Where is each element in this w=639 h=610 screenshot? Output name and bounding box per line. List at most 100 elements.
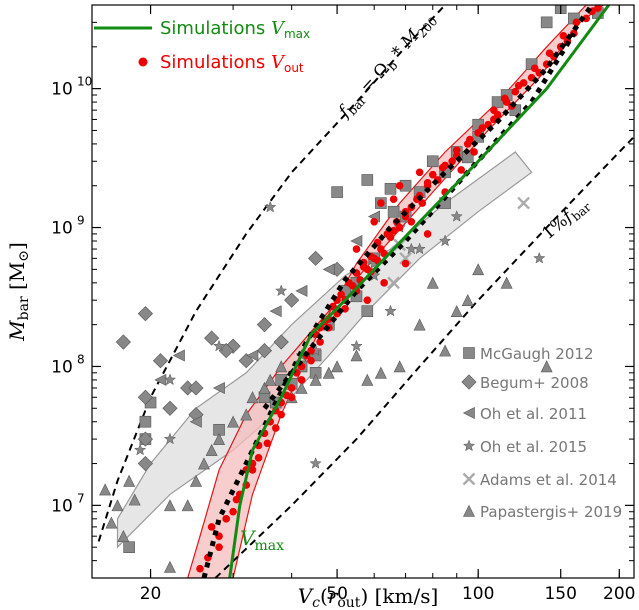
begum-2008-point — [115, 334, 131, 350]
simulations-v-out-point — [401, 259, 410, 268]
simulations-v-out-point — [287, 384, 296, 392]
simulations-v-out-point — [407, 217, 416, 226]
y-tick-label: 10 — [51, 496, 73, 516]
oh-et-al-2011-point — [189, 415, 202, 428]
oh-et-al-2015-point — [533, 251, 546, 264]
simulations-v-out-point — [511, 87, 520, 96]
papastergis-2019-point — [258, 381, 271, 394]
mcgaugh-2012-point — [384, 183, 397, 195]
papastergis-2019-point — [246, 391, 259, 404]
oh-et-al-2015-legend-label: Oh et al. 2015 — [480, 438, 587, 456]
simulations-v-max-legend-label: Simulations Vmax — [160, 18, 310, 41]
oh-et-al-2011-legend-marker — [462, 407, 475, 419]
simulations-v-out-point — [307, 356, 315, 365]
papastergis-2019-legend-marker — [463, 504, 475, 517]
begum-2008-point — [137, 389, 153, 405]
papastergis-2019-point — [275, 360, 288, 373]
simulations-v-out-point — [337, 290, 345, 299]
simulations-v-out-point — [297, 376, 306, 384]
oh-et-al-2011-point — [212, 381, 225, 394]
simulations-v-out-point — [389, 195, 398, 203]
simulations-v-out-point — [438, 163, 447, 172]
papastergis-2019-point — [181, 499, 194, 512]
simulations-v-out-point — [501, 94, 509, 103]
begum-2008-point — [137, 455, 153, 472]
adams-et-al-2014-point — [399, 252, 412, 265]
begum-2008-point — [284, 292, 300, 308]
papastergis-2019-point — [189, 474, 202, 487]
simulations-v-out-point — [196, 564, 204, 573]
simulations-v-out-point — [377, 199, 385, 207]
simulations-v-out-point — [415, 168, 424, 177]
mcgaugh-2012-point — [123, 541, 135, 553]
papastergis-2019-point — [331, 360, 344, 373]
simulations-v-out-point — [470, 148, 478, 156]
simulations-v-out-point — [207, 523, 216, 531]
simulations-v-out-point — [363, 296, 372, 304]
simulations-v-out-point — [582, 14, 590, 23]
simulations-v-out-point — [248, 466, 257, 474]
oh-et-al-2011-legend-label: Oh et al. 2011 — [480, 405, 587, 423]
x-tick-label: 50 — [326, 584, 348, 604]
simulations-v-out-point — [559, 32, 568, 40]
x-tick-label: 200 — [603, 584, 635, 604]
begum-2008-point — [256, 317, 273, 333]
papastergis-2019-point — [240, 408, 253, 421]
papastergis-2019-point — [99, 483, 112, 496]
simulations-v-out-legend-label: Simulations Vout — [160, 52, 304, 75]
y-tick-exponent: 7 — [77, 491, 85, 505]
papastergis-2019-point — [123, 474, 136, 487]
y-axis-label: Mbar [M⊙] — [5, 242, 32, 342]
begum-2008-point — [137, 431, 153, 447]
simulations-v-out-point — [395, 181, 404, 190]
adams-et-al-2014-point — [387, 276, 400, 290]
papastergis-2019-point — [309, 373, 322, 386]
mcgaugh-2012-point — [139, 415, 152, 428]
simulations-v-out-point — [263, 439, 272, 448]
simulations-v-out-point — [423, 178, 432, 187]
simulations-v-out-point — [514, 81, 523, 90]
begum-2008-legend-marker — [461, 374, 477, 390]
papastergis-2019-point — [163, 499, 176, 512]
simulations-v-out-point — [428, 170, 437, 179]
plot-frame — [91, 4, 635, 579]
oh-et-al-2015-point — [413, 242, 426, 255]
oh-et-al-2015-point — [450, 210, 463, 222]
papastergis-2019-point — [450, 305, 463, 317]
adams-et-al-2014-legend-marker — [462, 472, 476, 486]
oh-et-al-2011-point — [172, 349, 185, 362]
y-tick-label: 10 — [51, 80, 73, 100]
papastergis-2019-point — [128, 493, 141, 506]
fbar-line — [97, 5, 446, 542]
simulations-v-out-point — [229, 507, 237, 516]
begum-2008-point — [152, 353, 169, 369]
mcgaugh-2012-point — [540, 16, 553, 29]
simulations-v-out-point — [359, 263, 368, 271]
oh-et-al-2015-point — [350, 339, 363, 352]
simulations-v-out-point — [271, 424, 280, 432]
oh-et-al-2011-point — [295, 284, 308, 297]
simulations-median-line — [201, 5, 595, 578]
begum-2008-point — [256, 343, 273, 359]
begum-2008-point — [188, 380, 204, 396]
oh-et-al-2015-point — [264, 200, 277, 213]
papastergis-2019-point — [413, 318, 426, 331]
x-tick-label: 150 — [544, 584, 576, 604]
x-axis-label: Vc(rout) [km/s] — [298, 584, 439, 610]
y-tick-label: 10 — [51, 219, 73, 239]
simulations-v-out-point — [418, 199, 427, 207]
oh-et-al-2015-point — [133, 443, 147, 456]
simulations-v-out-point — [395, 223, 404, 232]
papastergis-2019-point — [213, 432, 226, 445]
papastergis-2019-point — [111, 499, 124, 512]
vmax-annotation: Vmax — [240, 526, 284, 554]
simulations-v-out-point — [478, 124, 487, 132]
adams-et-al-2014-point — [517, 196, 530, 210]
simulations-v-out-point — [572, 18, 581, 27]
begum-2008-legend-label: Begum+ 2008 — [480, 374, 589, 392]
simulations-v-out-point — [530, 64, 539, 73]
papastergis-2019-point — [295, 381, 308, 394]
simulations-v-out-point — [490, 106, 498, 114]
begum-2008-point — [273, 334, 289, 350]
mcgaugh-2012-legend-label: McGaugh 2012 — [480, 345, 593, 363]
